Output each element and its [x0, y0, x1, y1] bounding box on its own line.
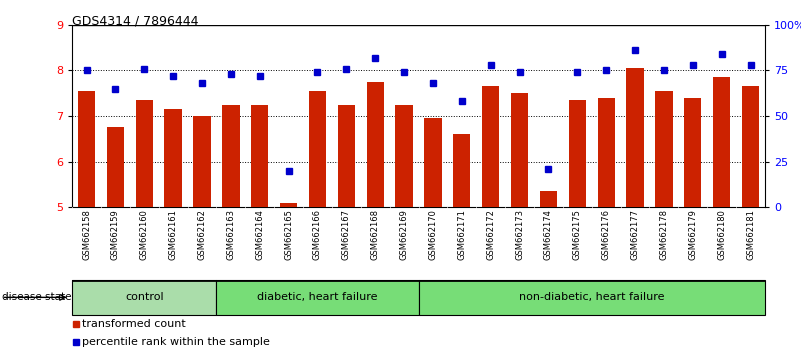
Bar	[309, 91, 326, 207]
Text: GSM662158: GSM662158	[82, 209, 91, 260]
Bar	[684, 98, 702, 207]
Text: percentile rank within the sample: percentile rank within the sample	[83, 337, 270, 347]
Bar	[569, 100, 586, 207]
Text: GSM662171: GSM662171	[457, 209, 466, 260]
Text: GSM662160: GSM662160	[139, 209, 149, 260]
Text: GSM662164: GSM662164	[256, 209, 264, 260]
Text: GSM662179: GSM662179	[688, 209, 698, 260]
Text: control: control	[125, 292, 163, 302]
Bar	[135, 100, 153, 207]
Bar	[280, 202, 297, 207]
Bar	[713, 77, 731, 207]
Bar	[216, 280, 418, 315]
Bar	[482, 86, 499, 207]
Bar	[511, 93, 528, 207]
Bar	[626, 68, 644, 207]
Text: GSM662177: GSM662177	[630, 209, 639, 260]
Text: GSM662176: GSM662176	[602, 209, 610, 260]
Bar	[655, 91, 673, 207]
Text: GSM662165: GSM662165	[284, 209, 293, 260]
Bar	[396, 104, 413, 207]
Bar	[540, 191, 557, 207]
Text: disease state: disease state	[2, 292, 71, 302]
Bar	[425, 118, 441, 207]
Text: GSM662175: GSM662175	[573, 209, 582, 260]
Text: GSM662173: GSM662173	[515, 209, 524, 260]
Bar	[742, 86, 759, 207]
Bar	[251, 104, 268, 207]
Bar	[78, 91, 95, 207]
Text: diabetic, heart failure: diabetic, heart failure	[257, 292, 378, 302]
Bar	[453, 134, 470, 207]
Text: GSM662180: GSM662180	[717, 209, 727, 260]
Text: GSM662174: GSM662174	[544, 209, 553, 260]
Text: GSM662170: GSM662170	[429, 209, 437, 260]
Bar	[72, 280, 216, 315]
Bar	[598, 98, 615, 207]
Text: GSM662172: GSM662172	[486, 209, 495, 260]
Text: GSM662168: GSM662168	[371, 209, 380, 260]
Text: GSM662169: GSM662169	[400, 209, 409, 260]
Text: non-diabetic, heart failure: non-diabetic, heart failure	[519, 292, 665, 302]
Bar	[338, 104, 355, 207]
Bar	[367, 82, 384, 207]
Text: GSM662178: GSM662178	[659, 209, 668, 260]
Bar	[193, 116, 211, 207]
Text: GSM662161: GSM662161	[169, 209, 178, 260]
Bar	[418, 280, 765, 315]
Text: GSM662181: GSM662181	[746, 209, 755, 260]
Text: transformed count: transformed count	[83, 319, 186, 329]
Text: GSM662159: GSM662159	[111, 209, 120, 260]
Text: GDS4314 / 7896444: GDS4314 / 7896444	[72, 14, 199, 27]
Bar	[222, 104, 239, 207]
Text: GSM662163: GSM662163	[227, 209, 235, 260]
Text: GSM662162: GSM662162	[198, 209, 207, 260]
Text: GSM662167: GSM662167	[342, 209, 351, 260]
Bar	[107, 127, 124, 207]
Text: GSM662166: GSM662166	[313, 209, 322, 260]
Bar	[164, 109, 182, 207]
